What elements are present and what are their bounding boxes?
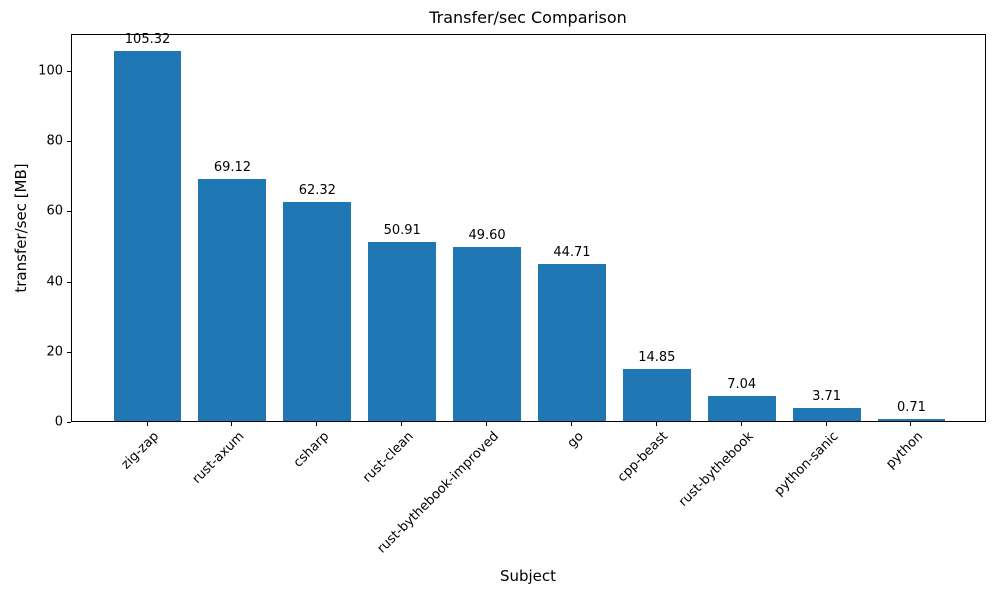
x-tick-label-text: python-sanic xyxy=(771,429,842,499)
bar-value-label: 14.85 xyxy=(638,349,676,365)
x-tick-label-text: go xyxy=(564,429,587,452)
y-tick xyxy=(67,422,71,423)
bars-layer: 105.32 69.12 62.32 50.91 49.60 44.71 14.85 7.04… xyxy=(72,32,985,421)
bar-rust-axum xyxy=(198,178,267,421)
y-tick-label: 100 xyxy=(38,63,63,79)
bar-rust-bythebook-improved xyxy=(453,246,521,421)
x-tick-label-text: rust-axum xyxy=(189,429,248,487)
y-tick-label: 20 xyxy=(46,344,63,360)
x-tick-label-text: cpp-beast xyxy=(615,429,672,486)
y-tick-label: 40 xyxy=(46,274,63,290)
y-tick xyxy=(67,71,71,73)
bar-value-label: 0.71 xyxy=(896,399,926,415)
x-tick xyxy=(486,422,488,426)
chart-title: Transfer/sec Comparison xyxy=(429,8,627,27)
x-tick xyxy=(231,422,233,426)
x-tick-label-text: rust-bythebook xyxy=(675,429,757,510)
x-tick xyxy=(825,422,827,426)
x-tick xyxy=(401,422,403,426)
y-tick-label: 80 xyxy=(46,133,63,149)
x-tick xyxy=(316,422,318,426)
x-tick-label-text: csharp xyxy=(290,429,332,471)
x-tick-label-text: zig-zap xyxy=(118,429,163,473)
y-tick-label: 0 xyxy=(54,414,63,430)
bar-csharp xyxy=(283,202,352,421)
x-axis-label: Subject xyxy=(499,567,557,585)
x-tick xyxy=(740,422,742,426)
x-tick-label-text: python xyxy=(883,429,927,472)
y-tick xyxy=(67,281,71,283)
bar-value-label: 3.71 xyxy=(812,388,842,404)
bar-value-label: 49.60 xyxy=(468,227,506,243)
bar-go xyxy=(537,264,606,421)
x-tick xyxy=(146,422,148,426)
bar-value-label: 50.91 xyxy=(383,223,421,239)
bar-value-label: 44.71 xyxy=(553,245,591,261)
x-tick xyxy=(570,422,572,426)
y-tick xyxy=(67,211,71,213)
bar-zig-zap xyxy=(113,51,182,421)
x-tick-label-text: rust-clean xyxy=(360,429,417,486)
bar-value-label: 69.12 xyxy=(213,159,252,175)
bar-value-label: 105.32 xyxy=(124,32,171,48)
y-tick xyxy=(67,351,71,353)
bar-value-label: 62.32 xyxy=(298,183,336,199)
plot-area: 105.32 69.12 62.32 50.91 49.60 44.71 14.85 7.04… xyxy=(71,32,986,422)
x-tick xyxy=(655,422,657,426)
bar-rust-bythebook xyxy=(707,396,776,421)
bar-value-label: 7.04 xyxy=(727,377,757,393)
bar-cpp-beast xyxy=(622,368,691,421)
y-tick xyxy=(67,141,71,143)
bar-python xyxy=(877,418,946,421)
bar-rust-clean xyxy=(368,242,437,421)
y-tick-label: 60 xyxy=(46,203,63,219)
bar-python-sanic xyxy=(792,407,861,421)
x-tick xyxy=(910,422,912,426)
